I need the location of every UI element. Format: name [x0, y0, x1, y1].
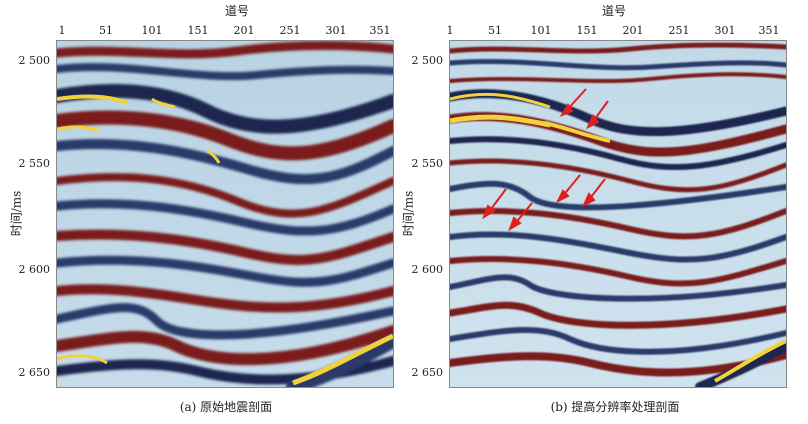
- panel-b-ytick-2650: 2 650: [411, 366, 444, 379]
- panel-a-ytick-2600: 2 600: [18, 263, 51, 276]
- panel-b-xtick-1: 1: [446, 24, 454, 37]
- panel-b-xtick-251: 251: [668, 24, 690, 37]
- panel-b-xtick-151: 151: [576, 24, 598, 37]
- panel-a-xtick-301: 301: [325, 24, 347, 37]
- panel-b-ytick-2600: 2 600: [411, 263, 444, 276]
- panel-a-xtick-201: 201: [233, 24, 255, 37]
- panel-b-ytick-2550: 2 550: [411, 157, 444, 170]
- panel-b-xtick-51: 51: [488, 24, 502, 37]
- panel-a-xtick-251: 251: [279, 24, 301, 37]
- panel-a-xtick-151: 151: [187, 24, 209, 37]
- panel-a-seismic-image: [56, 40, 394, 388]
- panel-b-xtick-301: 301: [714, 24, 736, 37]
- panel-b-xtick-351: 351: [758, 24, 780, 37]
- panel-b-y-axis-title: 时间/ms: [401, 190, 416, 237]
- panel-b-xtick-101: 101: [530, 24, 552, 37]
- panel-a-xtick-351: 351: [369, 24, 391, 37]
- panel-b-caption: (b) 提高分辨率处理剖面: [550, 400, 680, 414]
- panel-b-xtick-201: 201: [622, 24, 644, 37]
- panel-a-x-axis-title: 道号: [224, 4, 249, 18]
- panel-a-ytick-2500: 2 500: [18, 54, 51, 67]
- panel-a-ytick-2550: 2 550: [18, 157, 51, 170]
- panel-a-xtick-1: 1: [58, 24, 66, 37]
- panel-a-y-axis-title: 时间/ms: [9, 190, 24, 237]
- panel-a-caption: (a) 原始地震剖面: [179, 400, 273, 414]
- panel-b-seismic-image: [449, 40, 787, 388]
- panel-a-xtick-51: 51: [99, 24, 113, 37]
- panel-a-xtick-101: 101: [141, 24, 163, 37]
- panel-b-x-axis-title: 道号: [601, 4, 626, 18]
- panel-a-ytick-2650: 2 650: [18, 366, 51, 379]
- panel-b-ytick-2500: 2 500: [411, 54, 444, 67]
